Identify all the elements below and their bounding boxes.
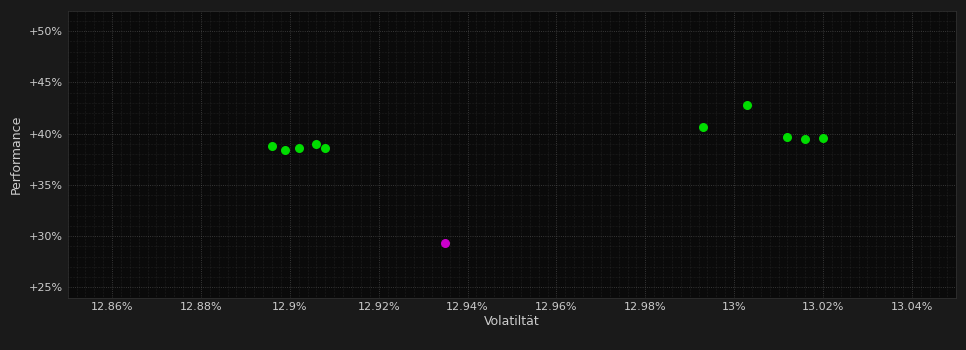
Point	[277, 147, 293, 153]
Point	[309, 141, 325, 147]
Point	[291, 145, 306, 150]
X-axis label: Volatiltät: Volatiltät	[484, 315, 540, 328]
Point	[815, 135, 831, 140]
Point	[740, 102, 755, 107]
Point	[696, 125, 711, 130]
Point	[798, 136, 813, 141]
Point	[438, 240, 453, 246]
Point	[318, 145, 333, 150]
Point	[265, 143, 280, 149]
Point	[780, 134, 795, 139]
Y-axis label: Performance: Performance	[10, 114, 23, 194]
